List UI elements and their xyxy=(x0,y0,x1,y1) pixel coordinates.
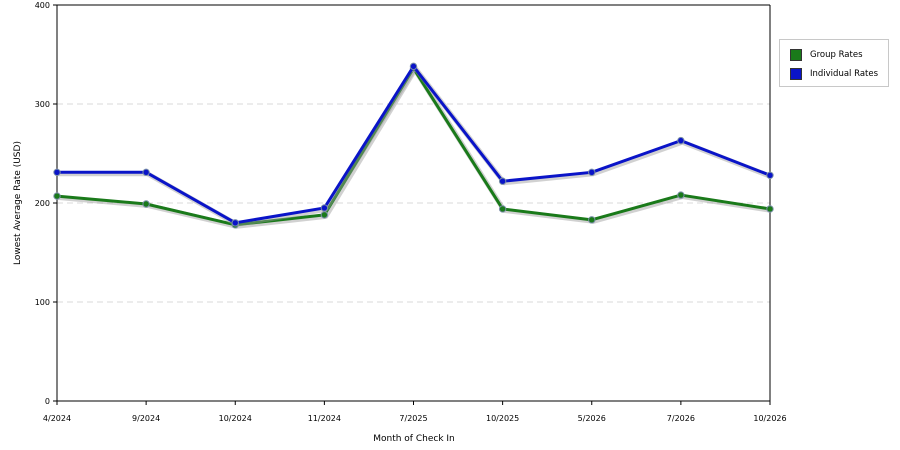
series-lines xyxy=(53,62,774,229)
data-point-individual-rates xyxy=(498,177,507,185)
legend-swatch-individual xyxy=(790,68,802,80)
x-tick-label: 10/2025 xyxy=(486,414,519,423)
data-point-group-rates xyxy=(498,205,507,213)
y-tick-label: 0 xyxy=(45,397,50,406)
x-tick-label: 7/2026 xyxy=(667,414,695,423)
legend-item-individual-rates: Individual Rates xyxy=(790,67,878,81)
x-tick-label: 7/2025 xyxy=(399,414,427,423)
data-point-individual-rates xyxy=(142,168,150,177)
data-point-group-rates xyxy=(142,200,150,208)
data-point-individual-rates xyxy=(53,168,61,177)
y-tick-label: 400 xyxy=(35,1,50,10)
legend: Group Rates Individual Rates xyxy=(779,39,889,87)
data-point-individual-rates xyxy=(588,168,596,177)
x-tick-label: 4/2024 xyxy=(43,414,71,423)
data-point-group-rates xyxy=(677,191,685,199)
x-axis-title: Month of Check In xyxy=(373,434,455,444)
legend-label-group: Group Rates xyxy=(810,50,863,60)
x-tick-label: 10/2026 xyxy=(753,414,786,423)
legend-label-individual: Individual Rates xyxy=(810,69,879,79)
x-tick-label: 11/2024 xyxy=(308,414,341,423)
data-point-group-rates xyxy=(53,192,61,200)
data-point-group-rates xyxy=(588,216,596,224)
legend-swatch-group xyxy=(790,49,802,61)
data-point-individual-rates xyxy=(320,204,329,212)
data-point-group-rates xyxy=(320,211,329,219)
y-tick-label: 300 xyxy=(35,100,50,109)
y-axis-title: Lowest Average Rate (USD) xyxy=(13,141,23,265)
data-point-individual-rates xyxy=(766,171,774,179)
x-tick-label: 10/2024 xyxy=(219,414,252,423)
legend-item-group-rates: Group Rates xyxy=(790,48,863,62)
x-tick-label: 5/2026 xyxy=(578,414,606,423)
data-point-group-rates xyxy=(766,205,774,213)
axes xyxy=(53,4,771,405)
y-tick-label: 200 xyxy=(35,199,50,208)
data-point-individual-rates xyxy=(231,219,239,227)
data-point-individual-rates xyxy=(409,62,418,71)
y-tick-label: 100 xyxy=(35,298,50,307)
tick-labels: 0 100 200 300 400 4/2024 9/2024 10/2024 11/2024 7… xyxy=(35,1,787,423)
x-tick-label: 9/2024 xyxy=(132,414,160,423)
data-point-individual-rates xyxy=(677,136,685,145)
